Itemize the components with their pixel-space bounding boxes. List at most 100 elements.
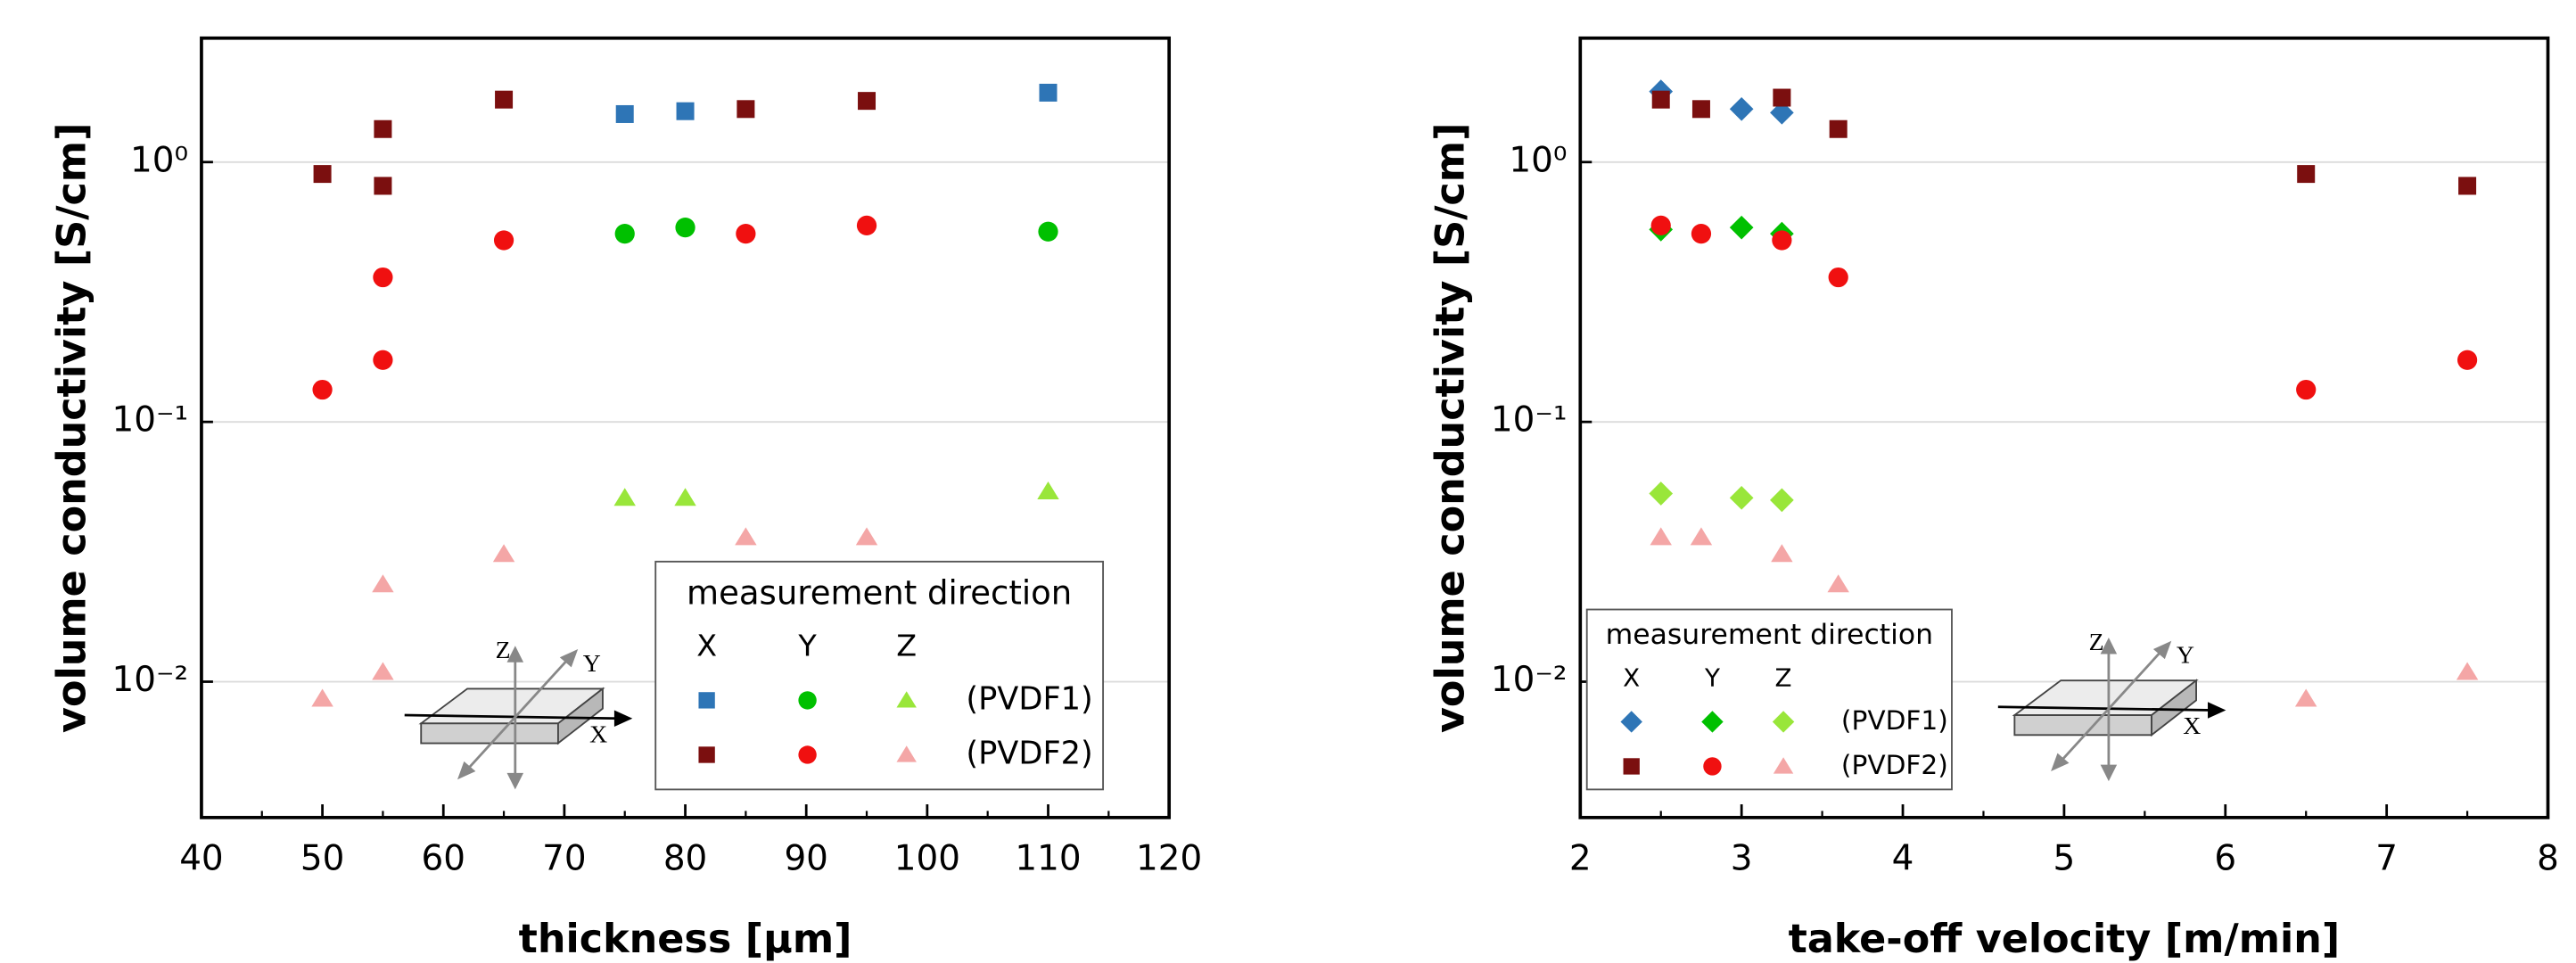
data-point (372, 662, 394, 680)
y-axis-title: volume conductivity [S/cm] (49, 123, 95, 733)
legend-column: X (1623, 663, 1640, 692)
data-point (675, 218, 695, 238)
data-point (1828, 267, 1848, 288)
data-point (1037, 482, 1059, 500)
legend-marker (698, 746, 715, 763)
y-arrowhead (2152, 640, 2172, 660)
plot-frame (1578, 36, 2550, 819)
data-point (614, 224, 635, 244)
x-axis-title: thickness [µm] (519, 917, 852, 962)
data-point (2297, 165, 2316, 184)
x-tick-label: 110 (1015, 839, 1081, 879)
data-point (1829, 119, 1848, 138)
data-point (1773, 88, 1791, 107)
orientation-diagram: X Y Z (404, 637, 633, 790)
x-tick-label: 4 (1892, 839, 1914, 879)
data-point (492, 544, 515, 563)
data-point (1691, 100, 1710, 119)
legend-column: Z (1775, 663, 1792, 692)
x-tick-label: 5 (2053, 839, 2076, 879)
legend-row: (PVDF1) (1841, 704, 1948, 736)
slab-front (2013, 714, 2152, 737)
legend-marker (1773, 757, 1794, 774)
data-point (1771, 544, 1793, 563)
legend-title: measurement direction (687, 573, 1072, 612)
x-tick-label: 80 (663, 839, 707, 879)
y-arrow (2058, 648, 2165, 764)
x-arrowhead (613, 710, 633, 728)
legend-row: (PVDF1) (966, 680, 1092, 717)
legend-box (654, 560, 1105, 791)
data-point (1827, 574, 1849, 593)
legend-column: Y (1704, 663, 1721, 692)
x-tick-label: 2 (1569, 839, 1592, 879)
legend-marker (1772, 711, 1795, 733)
data-point (373, 350, 393, 370)
y-tick-label: 10⁻² (1491, 660, 1568, 700)
data-point (1649, 482, 1674, 506)
data-point (493, 230, 514, 251)
diagram-label: Y (2177, 642, 2194, 670)
legend-marker (896, 691, 917, 708)
legend-marker (798, 691, 817, 710)
x-tick-label: 8 (2537, 839, 2559, 879)
legend-title: measurement direction (1606, 619, 1933, 651)
data-point (1650, 215, 1671, 236)
diagram-label: Y (583, 650, 601, 678)
x-tick-label: 100 (894, 839, 960, 879)
data-point (373, 267, 393, 288)
data-point (495, 90, 514, 109)
data-point (312, 379, 333, 400)
y-arrowhead (559, 648, 579, 668)
x-arrow (1997, 705, 2213, 712)
data-point (372, 574, 394, 593)
x-tick-label: 120 (1136, 839, 1202, 879)
data-point (613, 488, 636, 506)
data-point (2294, 688, 2317, 707)
y-tick-label: 10⁻¹ (1491, 400, 1568, 440)
data-point (1039, 83, 1058, 102)
x-tick-label: 50 (300, 839, 344, 879)
data-point (374, 119, 392, 138)
legend-marker (1623, 758, 1640, 775)
y-tick-label: 10⁰ (1509, 140, 1567, 180)
legend-marker (798, 745, 817, 764)
z-arrowhead (2100, 638, 2118, 654)
orientation-diagram: X Y Z (1997, 629, 2226, 782)
data-point (1770, 488, 1794, 513)
data-point (1729, 96, 1754, 121)
data-point (615, 104, 634, 123)
y-arrow (465, 656, 571, 772)
data-point (2456, 662, 2479, 680)
z-arrowhead (506, 772, 524, 790)
data-point (1729, 215, 1754, 240)
diagram-label: X (2183, 712, 2201, 740)
legend-row: (PVDF2) (966, 735, 1092, 771)
diagram-label: Z (2089, 629, 2104, 656)
diagram-label: X (589, 720, 607, 748)
data-point (1038, 221, 1058, 242)
data-point (737, 100, 755, 119)
x-axis-title: take-off velocity [m/min] (1789, 917, 2341, 962)
x-tick-label: 7 (2375, 839, 2398, 879)
legend-marker (698, 692, 715, 709)
y-arrowhead (457, 761, 476, 780)
legend-marker (1701, 711, 1724, 733)
legend-marker (1703, 757, 1722, 776)
data-point (676, 102, 695, 120)
data-point (313, 165, 332, 184)
y-tick-label: 10⁻² (112, 660, 189, 700)
z-arrowhead (2100, 764, 2118, 782)
y-arrowhead (2051, 753, 2070, 772)
x-tick-label: 60 (422, 839, 465, 879)
data-point (735, 527, 757, 546)
x-tick-label: 40 (179, 839, 223, 879)
legend-column: X (696, 629, 717, 663)
data-point (858, 92, 876, 111)
data-point (855, 527, 878, 546)
x-tick-label: 70 (542, 839, 586, 879)
data-point (374, 177, 392, 195)
y-axis-title: volume conductivity [S/cm] (1428, 123, 1474, 733)
data-point (1729, 486, 1754, 510)
x-tick-label: 3 (1731, 839, 1753, 879)
